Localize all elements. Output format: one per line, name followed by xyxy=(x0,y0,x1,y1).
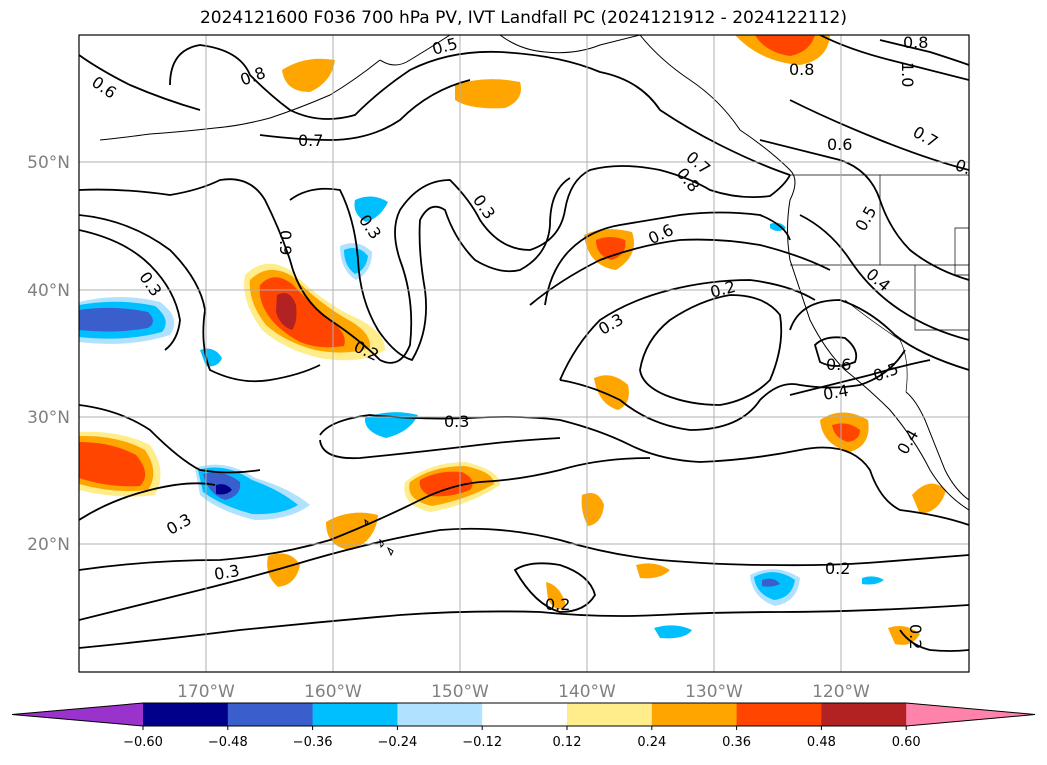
lat-label-50n: 50°N xyxy=(27,153,70,173)
negative-anomaly xyxy=(654,625,692,639)
pv-contours xyxy=(79,35,969,652)
colorbar-segment xyxy=(143,703,229,726)
lon-label-150w: 150°W xyxy=(431,682,489,702)
colorbar-segment xyxy=(482,703,568,726)
negative-anomaly xyxy=(79,307,153,332)
positive-anomaly xyxy=(267,553,300,587)
contour-label: 0.3 xyxy=(444,412,469,431)
positive-anomaly xyxy=(636,563,670,579)
contour-label: 0.2 xyxy=(906,624,925,649)
positive-anomaly xyxy=(419,471,473,497)
contour-label: 0.4 xyxy=(822,381,850,404)
contour-label: 0.2 xyxy=(825,559,850,578)
lat-label-20n: 20°N xyxy=(27,535,70,555)
colorbar-segment xyxy=(227,703,314,726)
negative-anomaly xyxy=(216,484,232,495)
colorbar-tick-label: 0.24 xyxy=(637,735,666,750)
negative-anomaly xyxy=(862,576,884,585)
negative-anomaly xyxy=(354,196,388,222)
positive-anomaly xyxy=(912,483,946,514)
colorbar-segment xyxy=(736,703,822,726)
lon-label-140w: 140°W xyxy=(558,682,616,702)
contour-label: 1.0 xyxy=(898,62,917,87)
colorbar-tick-label: 0.36 xyxy=(722,735,751,750)
contour-label: 0.6 xyxy=(827,135,852,154)
colorbar-segment xyxy=(312,703,398,726)
contour-label: 0.5 xyxy=(430,34,460,59)
contour-label: 0.7 xyxy=(298,131,323,150)
lat-label-30n: 30°N xyxy=(27,408,70,428)
colorbar-tick-label: −0.12 xyxy=(462,735,502,750)
lon-label-130w: 130°W xyxy=(685,682,743,702)
map-area: 0.6 0.8 0.5 0.7 0.8 1.0 0.8 0.6 0.7 0.3 … xyxy=(79,33,969,672)
map-frame xyxy=(78,34,970,673)
shaded-anomalies xyxy=(79,35,946,645)
contour-label: 0.9 xyxy=(276,230,295,255)
colorbar-tick-label: 0.12 xyxy=(553,735,582,750)
contour-label: 0.8 xyxy=(903,33,928,52)
colorbar-tick-label: 0.48 xyxy=(807,735,836,750)
negative-anomaly xyxy=(364,412,418,438)
colorbar-segment xyxy=(651,703,738,726)
lon-label-160w: 160°W xyxy=(304,682,362,702)
contour-label: 0.6 xyxy=(826,355,851,374)
lon-label-120w: 120°W xyxy=(812,682,870,702)
positive-anomaly xyxy=(455,79,521,109)
colorbar-segment xyxy=(397,703,483,726)
positive-anomaly xyxy=(282,58,335,92)
negative-anomaly xyxy=(762,578,780,587)
positive-anomaly xyxy=(79,442,146,487)
colorbar-tick-label: −0.48 xyxy=(208,735,248,750)
colorbar-tick-label: 0.60 xyxy=(892,735,921,750)
colorbar-tick-label: −0.36 xyxy=(293,735,333,750)
positive-anomaly xyxy=(276,292,297,330)
negative-anomaly xyxy=(754,572,795,600)
colorbar-tick-label: −0.24 xyxy=(377,735,417,750)
colorbar: −0.60 −0.48 −0.36 −0.24 −0.12 0.12 0.24 0.36 0.4… xyxy=(11,702,1036,750)
colorbar-tick-label: −0.60 xyxy=(123,735,163,750)
positive-anomaly xyxy=(755,35,815,56)
coastlines xyxy=(99,35,969,557)
colorbar-extend-high xyxy=(906,703,1035,726)
colorbar-segment xyxy=(567,703,653,726)
lon-label-170w: 170°W xyxy=(177,682,235,702)
negative-anomaly xyxy=(344,248,368,274)
colorbar-extend-low xyxy=(12,703,143,726)
contour-label: 0.3 xyxy=(213,561,241,584)
contour-label: 0.2 xyxy=(545,595,570,614)
lat-label-40n: 40°N xyxy=(27,281,70,301)
latitude-labels: 50°N 40°N 30°N 20°N xyxy=(27,153,70,555)
positive-anomaly xyxy=(546,582,566,609)
longitude-labels: 170°W 160°W 150°W 140°W 130°W 120°W xyxy=(177,682,870,702)
contour-label: 0.8 xyxy=(789,60,814,79)
positive-anomaly xyxy=(832,423,860,442)
graticule xyxy=(79,35,969,672)
map-title: 2024121600 F036 700 hPa PV, IVT Landfall… xyxy=(199,8,847,28)
colorbar-segment xyxy=(821,703,907,726)
